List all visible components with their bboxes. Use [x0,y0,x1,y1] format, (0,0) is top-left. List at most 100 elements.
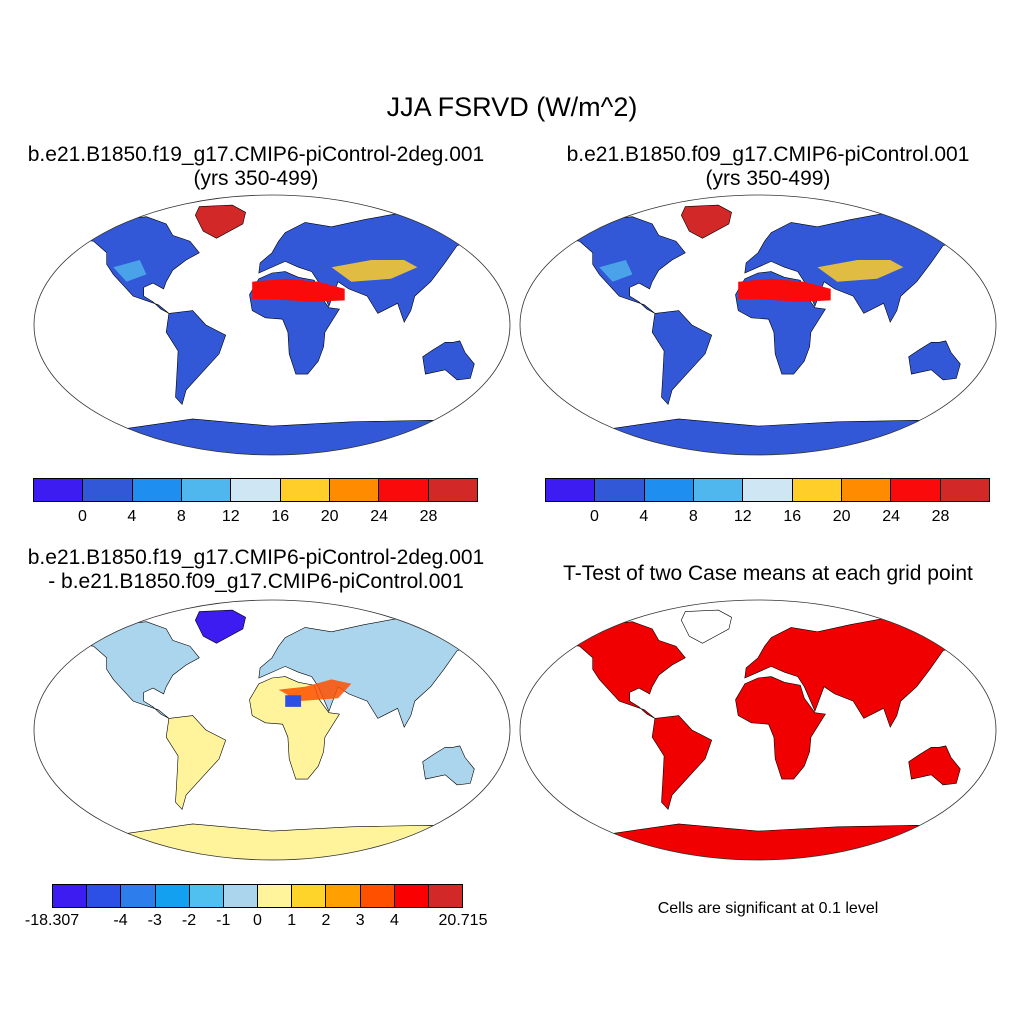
colorbar-tick-label: 20.715 [438,912,488,929]
continent-africa [735,676,826,780]
panel-1-title: b.e21.B1850.f19_g17.CMIP6-piControl-2deg… [0,143,512,191]
colorbar-swatch [595,479,645,501]
continent-australia [908,340,961,381]
colorbar-tick-label: -18.307 [24,912,80,929]
colorbar-swatch [181,479,232,501]
colorbar-swatch [326,885,361,907]
map-panel-4 [519,599,997,861]
continent-southAmerica [165,715,227,811]
continent-antarctica [520,418,996,455]
colorbar-tick-label: 3 [355,912,365,929]
colorbar-swatch [940,479,989,501]
colorbar-swatch [743,479,793,501]
colorbar-swatch [644,479,694,501]
colorbar-tick-label: 4 [639,508,649,525]
continent-greenland [680,204,732,239]
continent-australia [908,745,961,786]
significance-note: Cells are significant at 0.1 level [657,900,879,917]
central-asia-field [817,260,904,282]
map-border [33,599,511,861]
panel-4-title-line1: T-Test of two Case means at each grid po… [563,562,973,585]
sahara-arabia-field [738,278,831,302]
sahara-arabia-field [252,278,345,302]
colorbar-swatch [87,885,122,907]
continent-antarctica [34,823,510,860]
colorbar-tick-label: 4 [127,508,137,525]
colorbar-tick-label: -3 [147,912,162,929]
colorbar-tick-label: 16 [783,508,802,525]
colorbar-tick-label: 28 [931,508,950,525]
map-panel-3 [33,599,511,861]
colorbar-swatch [360,885,395,907]
colorbar-swatch [34,479,84,501]
continent-northAmerica [53,621,200,719]
colorbar-swatch [223,885,259,907]
continent-australia [422,340,475,381]
continent-antarctica [520,823,996,860]
panel-1-title-line2: (yrs 350-499) [193,167,319,190]
panel-2-title: b.e21.B1850.f09_g17.CMIP6-piControl.001 … [512,143,1024,191]
figure-title: JJA FSRVD (W/m^2) [386,92,638,122]
panel-3-title: b.e21.B1850.f19_g17.CMIP6-piControl-2deg… [0,546,512,594]
colorbar-2 [545,478,990,502]
colorbar-swatch [189,885,224,907]
continent-southAmerica [651,715,713,811]
colorbar-swatch [83,479,133,501]
colorbar-tick-label: 24 [370,508,389,525]
colorbar-tick-label: 8 [688,508,698,525]
colorbar-tick-label: 0 [589,508,599,525]
map-border [33,194,511,456]
colorbar-1 [33,478,478,502]
colorbar-tick-label: 2 [321,912,331,929]
colorbar-swatch [132,479,182,501]
colorbar-swatch [693,479,744,501]
continent-southAmerica [165,310,227,406]
colorbar-swatch [258,885,293,907]
continent-australia [422,745,475,786]
colorbar-tick-label: 12 [221,508,240,525]
colorbar-swatch [428,479,477,501]
continent-eurasia [744,616,995,728]
colorbar-swatch [428,885,463,907]
colorbar-tick-label: 1 [287,912,297,929]
continent-southAmerica [651,310,713,406]
difference-coldspot-field [285,695,302,707]
continent-greenland [194,609,246,644]
panel-4-title: T-Test of two Case means at each grid po… [512,562,1024,586]
map-border [519,194,997,456]
colorbar-swatch [394,885,429,907]
colorbar-swatch [891,479,941,501]
continent-greenland [194,204,246,239]
colorbar-tick-label: 24 [882,508,901,525]
north-america-field [599,260,633,282]
colorbar-tick-label: -2 [181,912,197,929]
continent-antarctica [34,418,510,455]
colorbar-tick-label: 28 [419,508,438,525]
colorbar-tick-label: 20 [832,508,851,525]
colorbar-tick-label: 8 [176,508,186,525]
colorbar-swatch [546,479,596,501]
panel-3-title-line2: - b.e21.B1850.f09_g17.CMIP6-piControl.00… [48,570,464,593]
map-panel-2 [519,194,997,456]
map-border [519,599,997,861]
panel-3-title-line1: b.e21.B1850.f19_g17.CMIP6-piControl-2deg… [27,546,485,569]
colorbar-swatch [292,885,327,907]
colorbar-swatch [379,479,429,501]
colorbar-swatch [329,479,380,501]
central-asia-field [331,260,418,282]
colorbar-tick-label: 12 [733,508,752,525]
continent-greenland [680,609,732,644]
panel-2-title-line2: (yrs 350-499) [705,167,831,190]
north-america-field [113,260,147,282]
colorbar-swatch [841,479,892,501]
colorbar-tick-label: -1 [216,912,231,929]
colorbar-swatch [121,885,156,907]
map-panel-1 [33,194,511,456]
colorbar-tick-label: -4 [113,912,128,929]
colorbar-tick-label: 0 [77,508,87,525]
colorbar-swatch [231,479,281,501]
colorbar-tick-label: 0 [253,912,262,929]
colorbar-difference [52,884,463,908]
continent-northAmerica [539,621,686,719]
continent-eurasia [258,616,509,728]
